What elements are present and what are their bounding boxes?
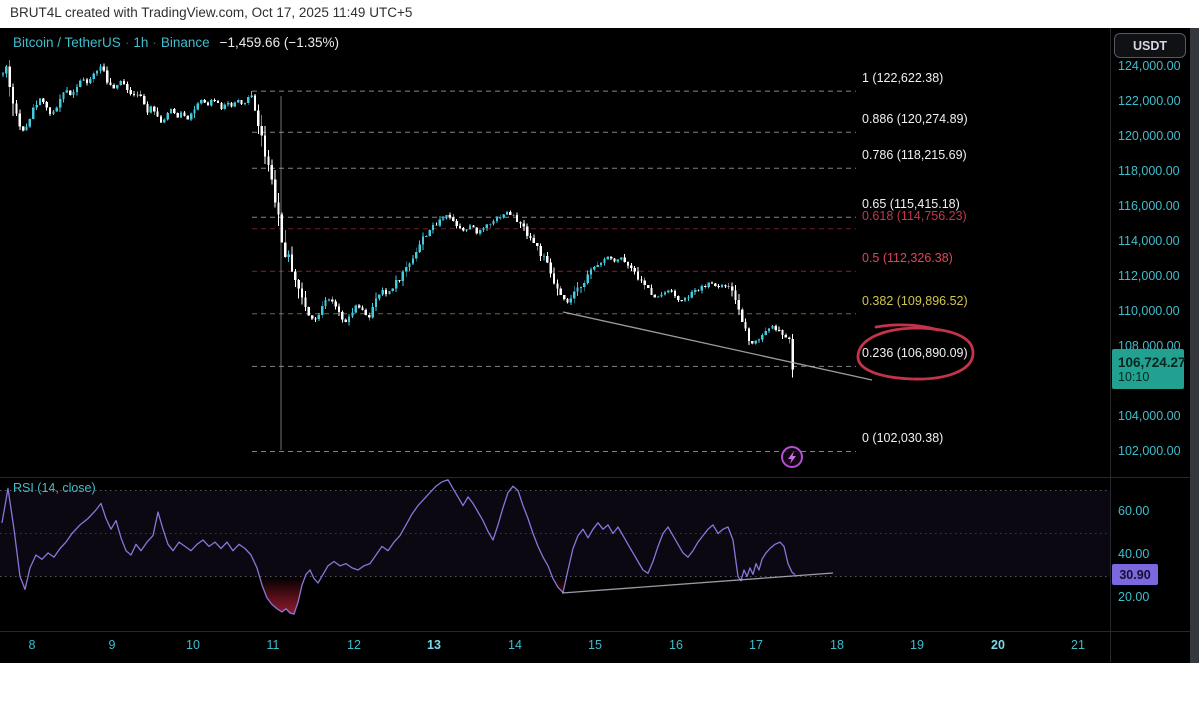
chart-background [0,28,1199,663]
price-trendline[interactable] [562,311,873,381]
attribution-text: BRUT4L created with TradingView.com, Oct… [10,5,413,20]
attribution-bar: BRUT4L created with TradingView.com, Oct… [0,0,1199,28]
time-axis-divider [0,631,1190,632]
candlestick-series [1,59,794,378]
window-edge [1190,28,1199,663]
quick-action-lightning-icon[interactable] [781,446,803,468]
red-circle-annotation [856,323,975,381]
rsi-trendline[interactable] [561,572,834,594]
currency-toggle-button[interactable]: USDT [1114,33,1186,58]
pane-divider[interactable] [0,477,1190,478]
footer-bar: TradingView [0,663,1199,721]
rsi-series [0,479,1110,615]
chart-canvas[interactable] [0,0,1199,663]
axis-divider [1110,28,1111,662]
